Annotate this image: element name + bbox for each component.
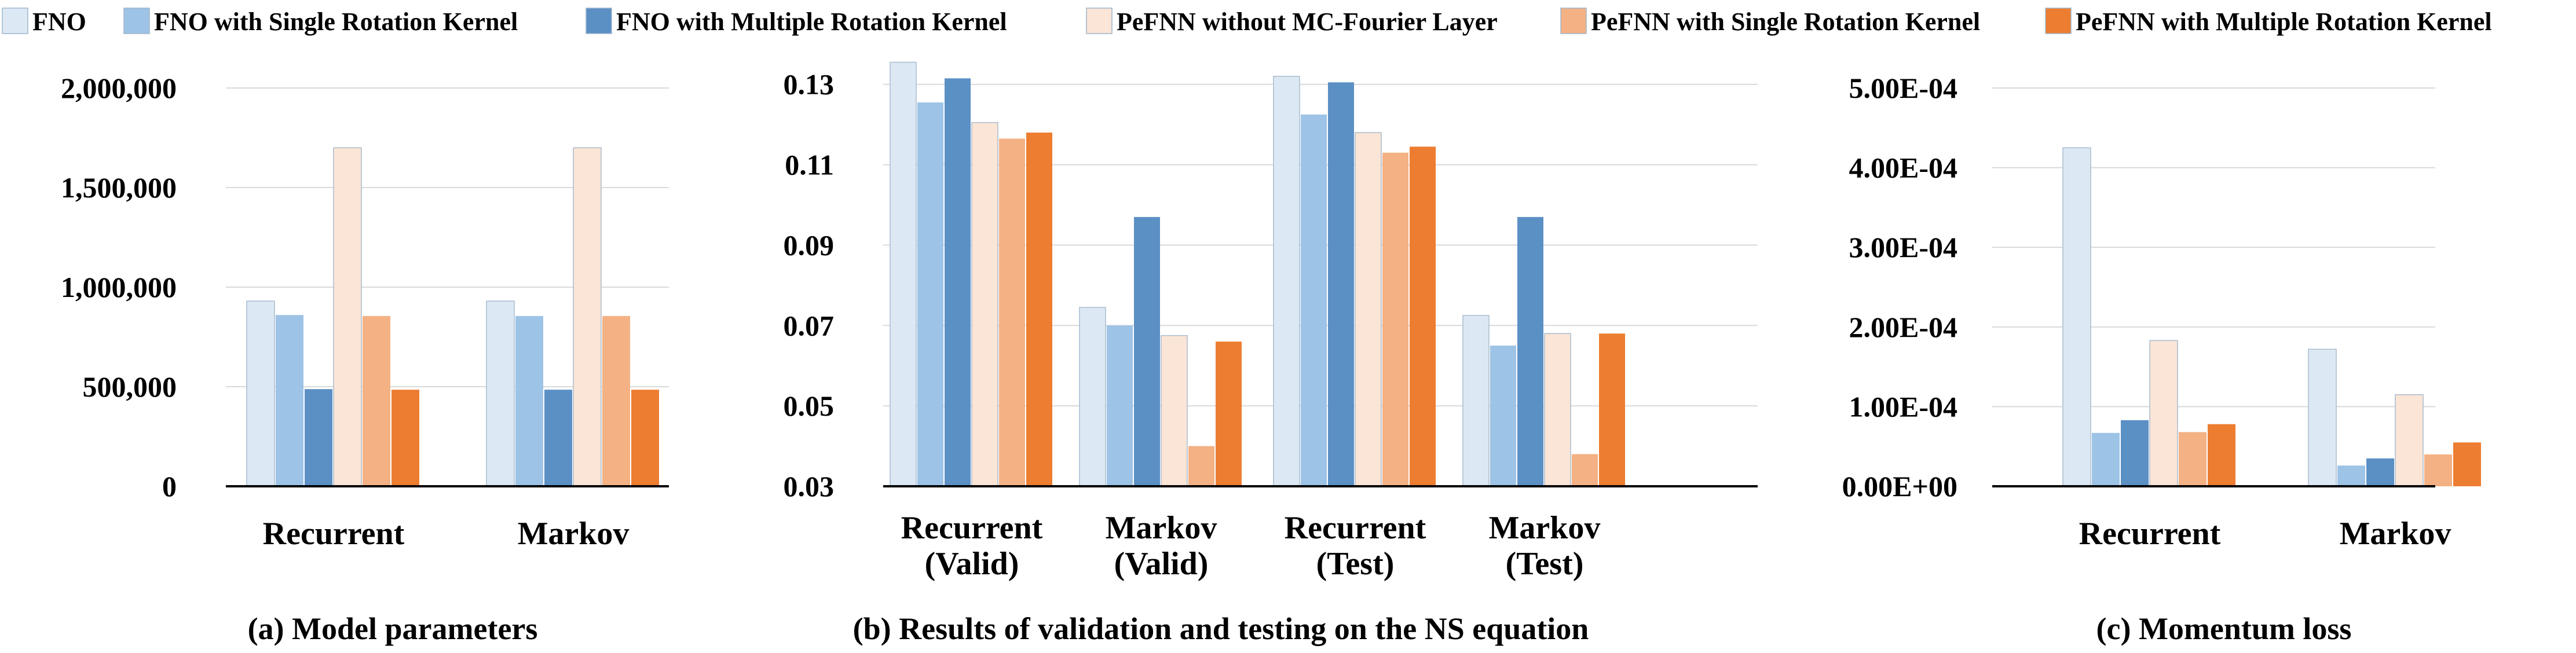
y-tick-label: 0.11 (785, 149, 834, 181)
legend-label: PeFNN with Single Rotation Kernel (1591, 8, 1980, 36)
bar (391, 390, 419, 486)
bar (2308, 348, 2337, 487)
bar (917, 102, 943, 486)
bar (2149, 340, 2178, 487)
legend-item: FNO (2, 8, 86, 36)
bar (305, 389, 332, 486)
bar (2337, 465, 2365, 486)
bar (2092, 432, 2120, 486)
y-tick-label: 0.13 (784, 68, 835, 101)
bar (2395, 394, 2424, 487)
legend-item: PeFNN with Single Rotation Kernel (1560, 8, 1980, 36)
y-tick-label: 1,500,000 (61, 171, 177, 204)
bar (1273, 76, 1300, 487)
bar (363, 316, 390, 486)
bar (1544, 333, 1571, 487)
legend-item: PeFNN with Multiple Rotation Kernel (2045, 8, 2492, 36)
bar (602, 316, 630, 486)
bar (333, 147, 362, 487)
y-tick-label: 0.09 (784, 229, 835, 261)
bar (1079, 307, 1106, 487)
y-tick-label: 0 (162, 470, 177, 502)
bar (1161, 335, 1188, 487)
bar (1107, 325, 1133, 486)
x-category-label: Markov (Valid) (1106, 510, 1217, 582)
legend-swatch (123, 8, 150, 34)
legend: FNO FNO with Single Rotation Kernel FNO wi… (2, 8, 2492, 36)
y-tick-label: 1.00E-04 (1849, 390, 1958, 423)
legend-label: FNO with Multiple Rotation Kernel (616, 8, 1007, 36)
bar (971, 122, 998, 487)
bar (1462, 315, 1490, 487)
y-tick-label: 500,000 (83, 370, 177, 403)
bar (999, 138, 1025, 486)
y-tick-label: 4.00E-04 (1849, 152, 1958, 184)
legend-swatch (1086, 8, 1113, 34)
bar (1134, 217, 1160, 486)
y-tick-label: 0.05 (784, 390, 835, 422)
y-tick-label: 0.03 (784, 470, 835, 502)
bar (486, 300, 515, 487)
y-tick-label: 2.00E-04 (1849, 311, 1958, 343)
bar (1355, 132, 1382, 487)
y-tick-label: 2,000,000 (61, 72, 177, 104)
bar (1572, 454, 1598, 486)
bar (573, 147, 602, 487)
bar (544, 390, 572, 486)
panel-caption: (b) Results of validation and testing on… (853, 611, 1589, 646)
bar (945, 78, 971, 487)
bar (2121, 420, 2149, 486)
panel-model-parameters: 0 500,000 1,000,000 1,500,000 2,000,000 Recur… (61, 72, 669, 646)
panel-caption: (a) Model parameters (248, 611, 538, 646)
bar (2062, 147, 2091, 487)
legend-label: FNO with Single Rotation Kernel (154, 8, 518, 36)
x-category-label: Markov (2340, 516, 2451, 552)
bar (1188, 446, 1214, 486)
y-tick-label: 3.00E-04 (1849, 231, 1958, 263)
x-category-label: Markov (518, 516, 630, 552)
bar (2366, 458, 2394, 486)
legend-swatch (2045, 8, 2072, 34)
x-category-label: Recurrent (Valid) (901, 510, 1043, 582)
x-category-label: Recurrent (Test) (1285, 510, 1426, 582)
bar (1216, 342, 1242, 486)
bar (1382, 152, 1408, 486)
bar (1026, 133, 1052, 486)
legend-swatch (2, 8, 28, 34)
bar (1517, 217, 1543, 486)
bar (1599, 333, 1625, 486)
panel-caption: (c) Momentum loss (2096, 611, 2352, 646)
bar (631, 390, 659, 486)
y-tick-label: 0.00E+00 (1842, 470, 1957, 502)
bar (276, 315, 303, 486)
legend-item: FNO with Multiple Rotation Kernel (586, 8, 1007, 36)
legend-label: PeFNN with Multiple Rotation Kernel (2076, 8, 2492, 36)
legend-label: FNO (32, 8, 86, 36)
y-tick-label: 1,000,000 (61, 271, 177, 303)
panel-ns-validation-testing: 0.03 0.05 0.07 0.09 0.11 0.13 Recurrent (Valid)… (784, 61, 1758, 646)
bar (2424, 454, 2452, 486)
bar (1410, 146, 1436, 487)
x-category-label: Recurrent (263, 516, 405, 552)
panel-momentum-loss: 0.00E+00 1.00E-04 2.00E-04 3.00E-04 4.00E-04… (1842, 72, 2481, 646)
bar (246, 300, 275, 487)
x-category-label: Markov (Test) (1489, 510, 1601, 582)
x-category-label: Recurrent (2079, 516, 2221, 552)
legend-item: FNO with Single Rotation Kernel (123, 8, 518, 36)
bar (1328, 82, 1354, 486)
legend-label: PeFNN without MC-Fourier Layer (1117, 8, 1498, 36)
bar (2179, 432, 2207, 486)
bar (2453, 442, 2481, 486)
bar (1490, 346, 1516, 486)
y-tick-label: 0.07 (784, 309, 835, 342)
legend-item: PeFNN without MC-Fourier Layer (1086, 8, 1498, 36)
bar (2208, 424, 2235, 486)
y-tick-label: 5.00E-04 (1849, 72, 1958, 104)
bar (890, 61, 917, 487)
legend-swatch (1560, 8, 1587, 34)
legend-swatch (586, 8, 612, 34)
bar (1301, 114, 1327, 487)
bar (515, 316, 543, 486)
